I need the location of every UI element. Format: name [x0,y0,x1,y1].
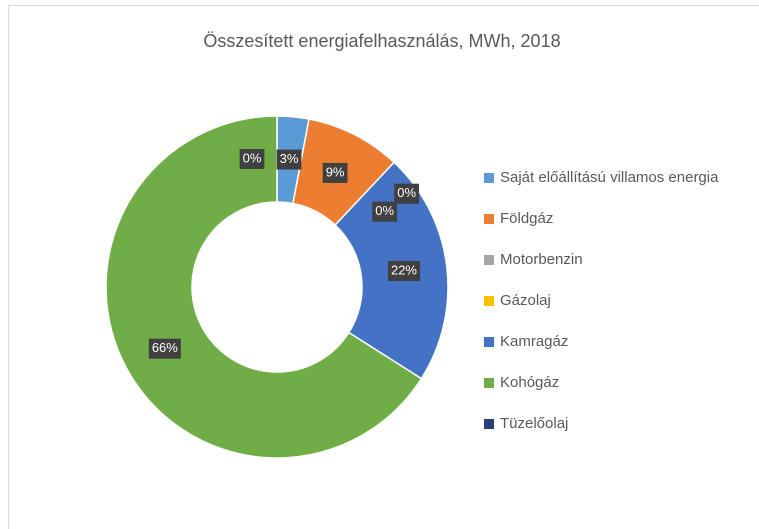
data-label-box [148,338,181,359]
donut-slice [105,115,423,459]
legend-label: Motorbenzin [500,251,583,268]
legend-label: Kamragáz [500,333,568,350]
legend-swatch [484,173,494,183]
legend-label: Gázolaj [500,292,551,309]
legend-swatch [484,214,494,224]
data-label-box [239,149,265,169]
chart-title: Összesített energiafelhasználás, MWh, 20… [203,31,560,51]
data-label: 22% [391,262,417,277]
data-label: 3% [280,151,299,166]
legend-swatch [484,337,494,347]
legend-label: Tüzelőolaj [500,415,568,432]
legend-swatch [484,419,494,429]
data-label: 0% [243,150,262,165]
data-label-box [387,260,421,281]
data-label: 9% [326,164,345,179]
data-label-box [394,183,420,204]
legend-label: Földgáz [500,210,553,227]
legend-swatch [484,296,494,306]
data-label-box [372,201,398,222]
legend-label: Kohógáz [500,374,559,391]
data-label-box [322,162,348,183]
data-label: 0% [375,203,394,218]
legend-swatch [484,255,494,265]
data-label-box [276,149,302,170]
data-label: 0% [397,185,416,200]
legend-label: Saját előállítású villamos energia [500,169,719,186]
data-label: 66% [152,340,178,355]
legend-swatch [484,378,494,388]
